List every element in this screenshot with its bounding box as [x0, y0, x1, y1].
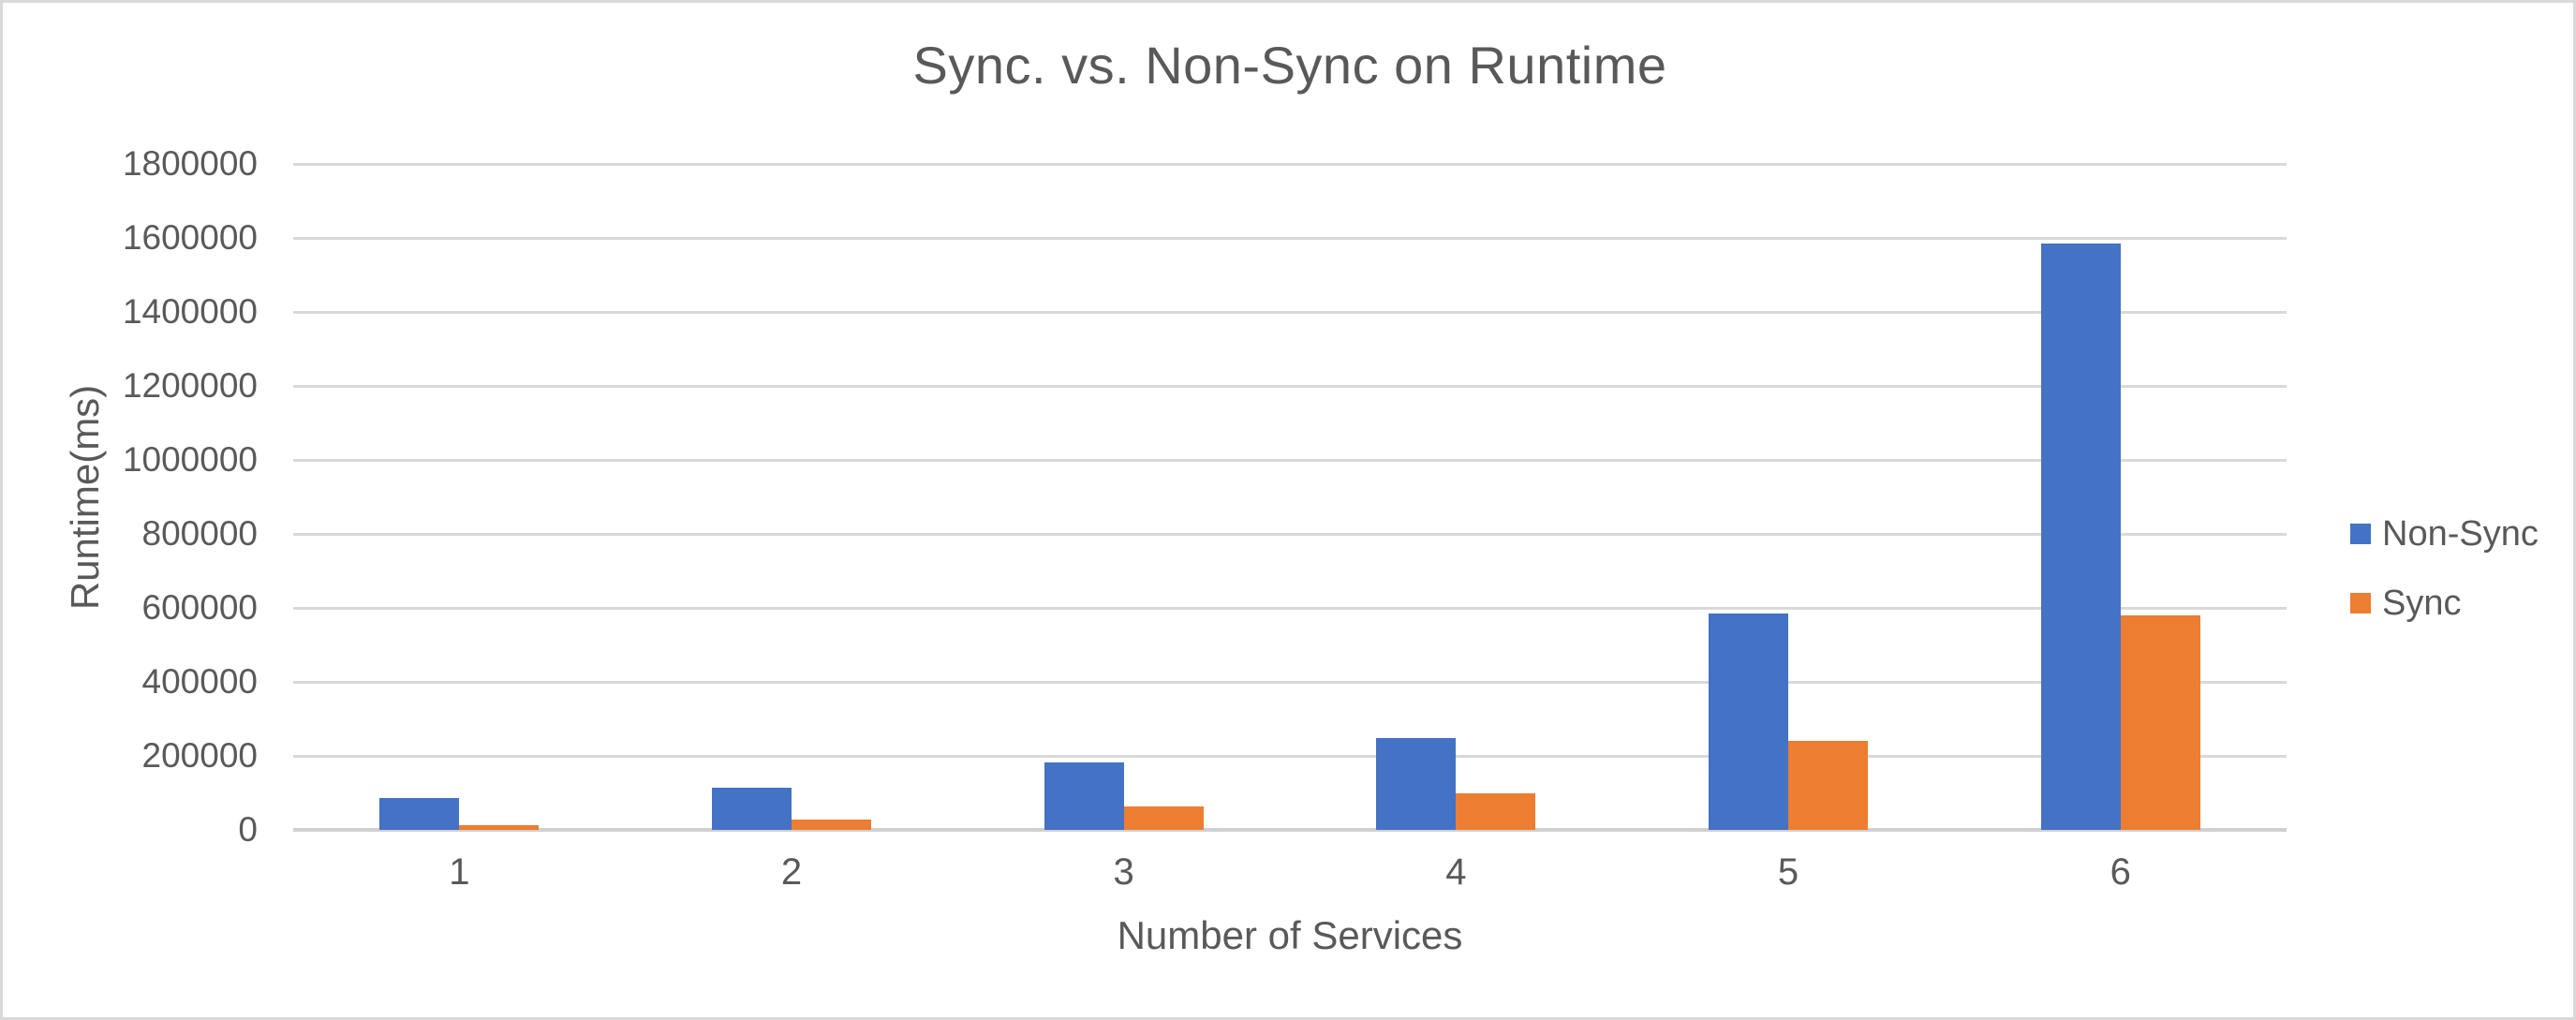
bar-non-sync: [2040, 243, 2121, 830]
gridline: [293, 606, 2287, 610]
bar-sync: [1788, 741, 1869, 830]
chart-title: Sync. vs. Non-Sync on Runtime: [912, 36, 1667, 95]
y-tick-label: 1800000: [122, 144, 258, 183]
y-tick-label: 1200000: [122, 366, 258, 405]
legend-label: Sync: [2382, 583, 2462, 623]
bar-sync: [2120, 614, 2200, 830]
bar-group-3: [957, 164, 1290, 830]
gridline: [293, 532, 2287, 536]
gridline: [293, 754, 2287, 758]
y-axis-tick-labels: 0 200000 400000 600000 800000 1000000 1200000 1…: [3, 144, 258, 849]
x-tick-label: 4: [1445, 851, 1467, 893]
x-tick-label: 3: [1113, 851, 1134, 893]
gridline: [293, 236, 2287, 240]
bar-sync: [1456, 792, 1536, 830]
bar-sync: [1123, 806, 1204, 830]
bar-non-sync: [379, 798, 460, 830]
y-tick-label: 0: [238, 810, 258, 849]
legend-item-non-sync: Non-Sync: [2350, 512, 2539, 555]
gridline: [293, 310, 2287, 314]
x-tick-label: 2: [780, 851, 803, 893]
gridline: [293, 384, 2287, 388]
legend-item-sync: Sync: [2350, 582, 2539, 625]
x-axis-line: [293, 828, 2287, 832]
y-tick-label: 1400000: [122, 292, 258, 331]
bar-group-2: [626, 164, 958, 830]
legend-label: Non-Sync: [2382, 513, 2539, 554]
bar-groups: [293, 164, 2287, 830]
x-axis-tick-labels: 1 2 3 4 5 6: [293, 846, 2287, 898]
x-tick-label: 5: [1777, 851, 1799, 893]
y-tick-label: 400000: [141, 662, 258, 701]
bar-group-6: [1954, 164, 2287, 830]
y-tick-label: 1000000: [122, 440, 258, 479]
bar-non-sync: [1709, 613, 1789, 830]
x-tick-label: 6: [2110, 851, 2131, 893]
bar-non-sync: [1376, 738, 1457, 830]
y-tick-label: 600000: [141, 588, 258, 627]
bar-non-sync: [712, 787, 792, 830]
y-tick-label: 800000: [141, 514, 258, 553]
y-tick-label: 1600000: [122, 218, 258, 257]
bar-group-1: [293, 164, 626, 830]
bar-sync: [792, 819, 871, 830]
x-axis-title: Number of Services: [1117, 913, 1463, 957]
legend: Non-Sync Sync: [2350, 512, 2539, 651]
bar-group-5: [1622, 164, 1955, 830]
gridline: [293, 162, 2287, 166]
legend-marker-icon: [2350, 593, 2371, 613]
y-tick-label: 200000: [141, 736, 258, 775]
plot-area: [293, 162, 2287, 832]
gridline: [293, 680, 2287, 684]
x-tick-label: 1: [449, 851, 470, 893]
bar-group-4: [1290, 164, 1622, 830]
bar-sync: [459, 824, 540, 830]
bar-non-sync: [1044, 761, 1124, 830]
gridline: [293, 458, 2287, 462]
legend-marker-icon: [2350, 524, 2371, 544]
